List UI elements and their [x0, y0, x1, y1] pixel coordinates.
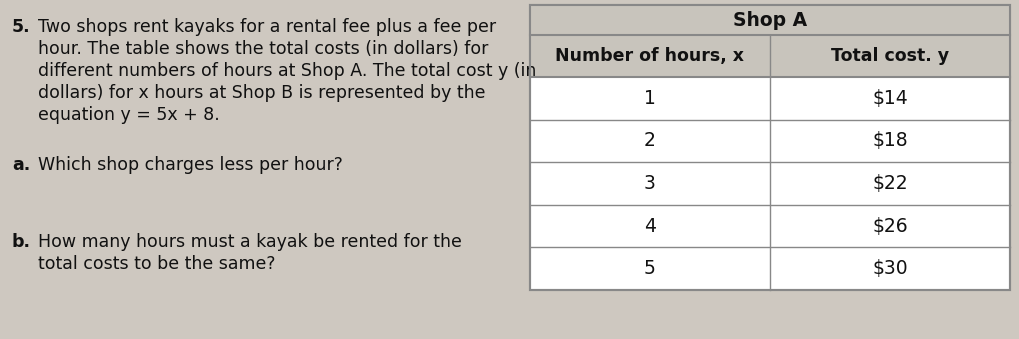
Text: How many hours must a kayak be rented for the: How many hours must a kayak be rented fo…: [38, 233, 462, 251]
Text: Which shop charges less per hour?: Which shop charges less per hour?: [38, 156, 342, 174]
Text: 3: 3: [643, 174, 655, 193]
Text: total costs to be the same?: total costs to be the same?: [38, 255, 275, 273]
Bar: [530, 5, 1009, 35]
Text: Shop A: Shop A: [733, 11, 806, 29]
Text: equation y = 5x + 8.: equation y = 5x + 8.: [38, 106, 219, 124]
Text: Two shops rent kayaks for a rental fee plus a fee per: Two shops rent kayaks for a rental fee p…: [38, 18, 495, 36]
Text: $18: $18: [871, 132, 907, 151]
Text: different numbers of hours at Shop A. The total cost y (in: different numbers of hours at Shop A. Th…: [38, 62, 536, 80]
Text: 5.: 5.: [12, 18, 31, 36]
Bar: [530, 5, 1009, 290]
Text: Total cost. y: Total cost. y: [830, 47, 948, 65]
Text: $14: $14: [871, 89, 907, 108]
Text: 1: 1: [643, 89, 655, 108]
Bar: [530, 35, 1009, 77]
Text: dollars) for x hours at Shop B is represented by the: dollars) for x hours at Shop B is repres…: [38, 84, 485, 102]
Text: 2: 2: [643, 132, 655, 151]
Text: $26: $26: [871, 217, 907, 236]
Text: $22: $22: [871, 174, 907, 193]
Text: Number of hours, x: Number of hours, x: [555, 47, 744, 65]
Text: hour. The table shows the total costs (in dollars) for: hour. The table shows the total costs (i…: [38, 40, 488, 58]
Text: $30: $30: [871, 259, 907, 278]
Text: 4: 4: [643, 217, 655, 236]
Text: a.: a.: [12, 156, 31, 174]
Text: b.: b.: [12, 233, 31, 251]
Bar: [530, 5, 1009, 290]
Text: 5: 5: [643, 259, 655, 278]
